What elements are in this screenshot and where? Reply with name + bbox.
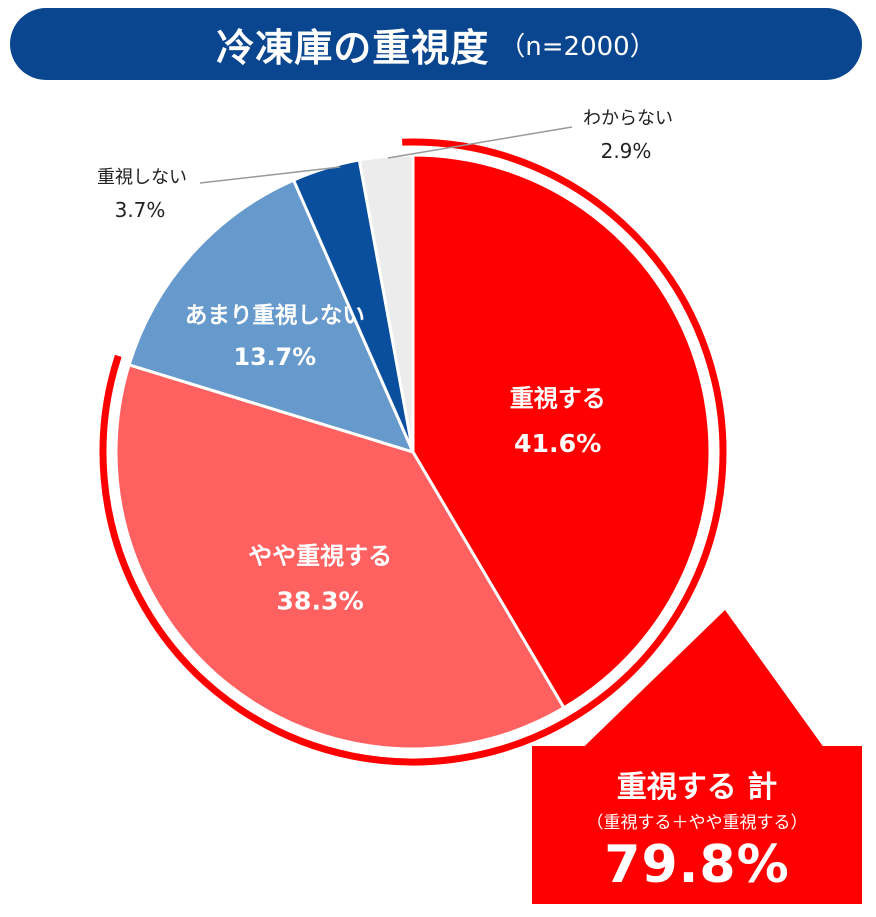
- callout-title: 重視する 計: [616, 770, 778, 805]
- slice-label-3: あまり重視しない: [185, 303, 365, 329]
- pie-slice-2: [114, 363, 566, 751]
- slice-value-2: 38.3%: [276, 586, 363, 615]
- slice-value-1: 41.6%: [514, 429, 601, 458]
- leader-line-5: [387, 126, 573, 159]
- slice-label-2: やや重視する: [248, 542, 392, 570]
- title-bar: 冷凍庫の重視度 （n=2000）: [10, 8, 862, 80]
- slice-value-5: 2.9%: [601, 139, 652, 163]
- leader-line-4: [199, 166, 341, 184]
- chart-sample-size: （n=2000）: [499, 31, 656, 62]
- callout-pointer: [560, 610, 840, 770]
- combined-highlight-ring: [99, 138, 727, 766]
- slice-label-1: 重視する: [510, 384, 606, 412]
- slice-value-4: 3.7%: [115, 198, 166, 222]
- callout-subtitle: （重視する＋やや重視する）: [586, 813, 808, 833]
- callout-value: 79.8%: [604, 835, 790, 895]
- combined-callout: 重視する 計 （重視する＋やや重視する） 79.8%: [532, 746, 862, 904]
- slice-value-3: 13.7%: [234, 343, 317, 371]
- slice-label-5: わからない: [583, 108, 673, 129]
- pie-slice-5: [357, 153, 415, 454]
- pie-slice-1: [411, 153, 712, 710]
- pie-slice-3: [127, 178, 415, 454]
- slice-label-4: 重視しない: [97, 167, 187, 188]
- chart-title: 冷凍庫の重視度: [216, 25, 490, 70]
